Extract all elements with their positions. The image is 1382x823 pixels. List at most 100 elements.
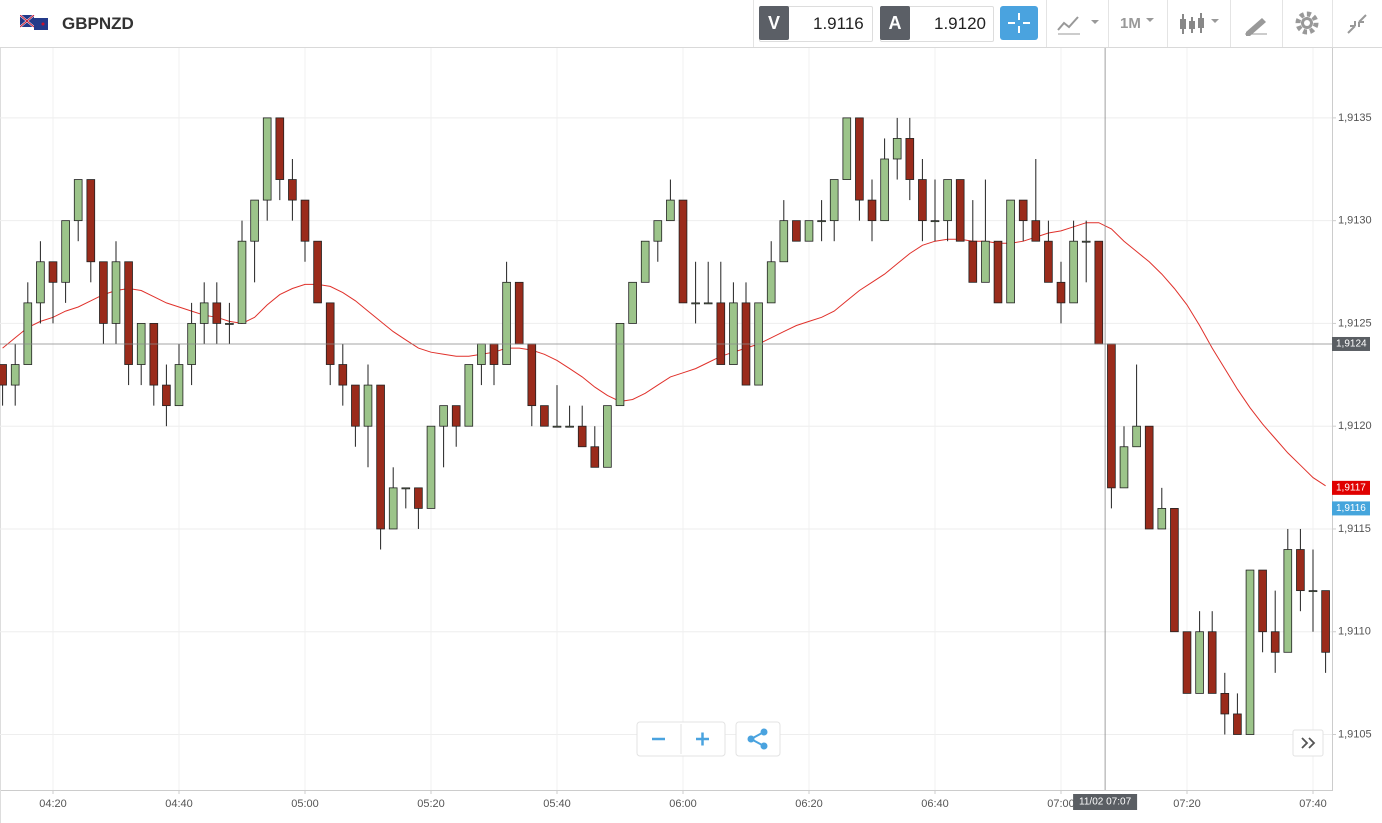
candle-body [464,364,474,427]
candle-body [540,405,549,427]
candle-body [1044,240,1053,283]
candle-body [363,384,373,427]
separator [1046,0,1047,47]
candle-body [552,425,562,428]
candle-body [1031,220,1041,242]
price-tag-label: 1,9117 [1336,482,1366,493]
candle-body [36,261,45,304]
candle-body [804,220,814,242]
sell-label[interactable]: V [759,6,789,40]
candle-body [880,158,889,222]
x-tick-label: 04:20 [39,798,67,810]
share-icon [747,728,768,750]
candle-body [1308,590,1318,593]
x-tick-label: 06:40 [921,798,949,810]
candle-body [527,343,537,407]
candle-body [1081,240,1091,243]
y-tick-label: 1,9125 [1338,317,1372,329]
crosshair-price-tag [1332,336,1370,351]
candle-body [48,261,58,283]
candle-body [250,199,259,242]
buy-price[interactable]: 1.9120 [934,14,986,33]
candle-body [666,199,675,222]
candle-body [1296,549,1305,592]
candle-body [829,179,839,222]
candle-body [149,323,159,386]
y-tick-label: 1,9110 [1338,626,1371,638]
candle-body [729,302,738,365]
candle-body [99,261,108,324]
candle-body [703,302,713,305]
candle-body [918,179,927,222]
x-tick-label: 05:40 [543,798,571,810]
candle-body [502,281,511,365]
candle-body [1270,631,1280,653]
timeframe[interactable]: 1M [1120,15,1141,32]
sell-price[interactable]: 1.9116 [813,14,864,33]
zoom-in-button[interactable] [696,732,709,746]
candles-layer [0,117,1330,735]
candle-body [300,199,310,242]
chart-background [0,48,1382,823]
candle-body [10,364,20,386]
candle-body [61,220,70,283]
candle-body [111,261,121,324]
candle-body [1182,631,1192,694]
share-button[interactable] [735,721,781,757]
candle-body [338,364,348,386]
draw-button[interactable] [1243,12,1269,36]
x-tick-label: 06:00 [669,798,697,810]
candle-body [414,487,423,509]
y-tick-label: 1,9105 [1338,728,1372,740]
candle-body [930,220,940,223]
x-tick-label: 07:20 [1173,798,1201,810]
candle-body [23,302,33,365]
candle-body [640,240,650,283]
candle-type-button[interactable] [1178,11,1224,37]
candle-body [1157,508,1167,530]
flag-icon [20,15,48,30]
candle-body [0,364,7,386]
price-tag [1332,480,1370,495]
candle-body [262,117,272,201]
chart-type-button[interactable] [1056,12,1102,36]
candle-body [615,323,625,407]
candle-body [590,446,600,468]
settings-button[interactable] [1294,10,1320,36]
candle-body [351,384,360,427]
collapse-button[interactable] [1345,12,1369,36]
separator [753,0,754,47]
candle-body [766,261,776,304]
x-tick-label: 05:00 [291,798,319,810]
candle-body [855,117,864,201]
candle-body [1170,508,1179,633]
candle-body [678,199,688,304]
candle-body [288,179,297,201]
grid-layer [0,48,1336,794]
candle-body [489,343,499,365]
crosshair-button[interactable] [1000,6,1038,40]
separator [1282,0,1283,47]
separator [1108,0,1109,47]
y-tick-label: 1,9115 [1338,523,1371,535]
buy-label[interactable]: A [880,6,910,40]
candle-body [628,281,637,324]
candle-body [653,220,663,242]
dropdown-arrow [1146,18,1154,22]
toolbar: GBPNZD V 1.9116 A 1.9120 1M [0,0,1382,48]
candle-body [1018,199,1028,222]
candle-body [325,302,335,365]
candle-body [401,487,411,490]
candle-body [313,240,322,304]
candle-body [514,281,524,345]
candle-body [603,405,612,468]
candle-body [86,179,96,263]
symbol: GBPNZD [62,14,134,33]
candle-body [691,302,700,305]
candle-body [1069,240,1078,304]
x-tick-label: 07:00 [1047,798,1075,810]
candle-body [124,261,133,365]
candle-body [477,343,486,365]
cross-layer [0,48,1332,790]
